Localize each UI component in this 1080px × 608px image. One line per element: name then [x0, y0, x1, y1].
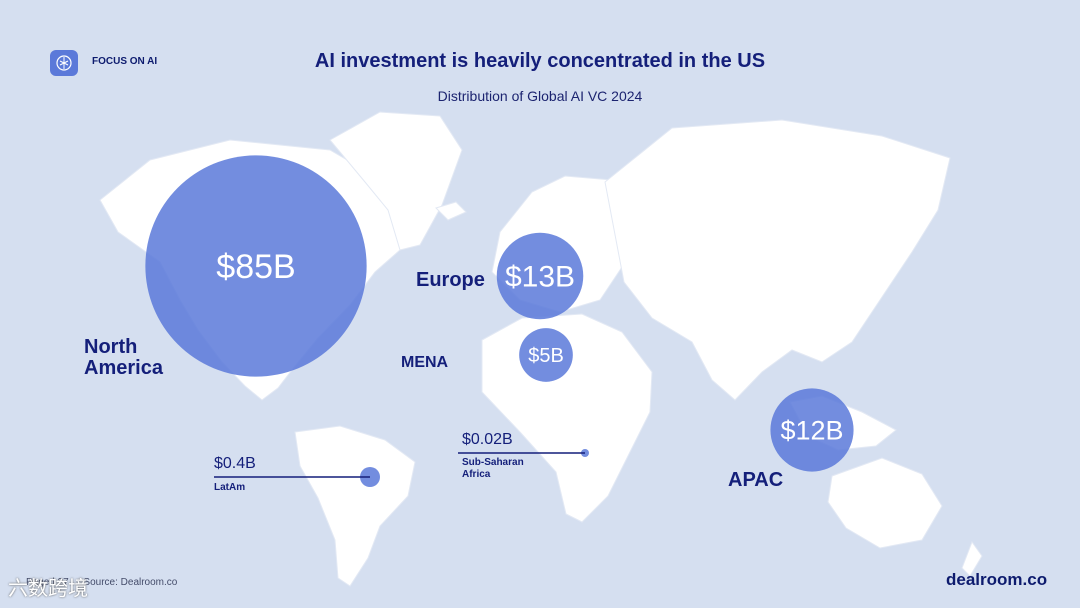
section-label: FOCUS ON AI	[92, 56, 158, 67]
label-latam: LatAm	[214, 482, 246, 493]
bubble-mena	[519, 328, 573, 382]
bubble-value-europe: $13B	[505, 261, 575, 294]
leaders-layer	[214, 452, 585, 478]
footer-text: Page | 27 Source: Dealroom.co	[26, 577, 177, 588]
bubble-apac	[770, 388, 854, 472]
section-badge	[50, 50, 78, 76]
value-sub-saharan: $0.02B	[462, 431, 513, 448]
label-apac: APAC	[728, 469, 784, 491]
new-zealand-land	[961, 540, 983, 577]
bubble-value-mena: $5B	[528, 345, 564, 367]
bubble-value-apac: $12B	[780, 415, 843, 445]
greenland-land	[329, 111, 463, 251]
bubbles-layer: $85B $13B $12B $5B	[145, 155, 854, 487]
watermark: 六数跨境	[8, 578, 88, 600]
dealroom-logo: dealroom.co	[946, 570, 1048, 589]
iceland-land	[435, 201, 467, 221]
asia-land	[604, 119, 951, 401]
value-latam: $0.4B	[214, 455, 256, 472]
label-mena: MENA	[401, 354, 449, 371]
bubble-value-north-america: $85B	[216, 248, 295, 286]
australia-land	[827, 457, 943, 549]
source-text: Source: Dealroom.co	[83, 577, 178, 588]
label-sub-saharan: Sub-Saharan Africa	[462, 457, 524, 480]
label-north-america: North America	[84, 336, 163, 379]
page-number: Page | 27	[26, 577, 69, 588]
chart-title: AI investment is heavily concentrated in…	[314, 50, 766, 72]
bubble-north-america	[145, 155, 367, 377]
brain-icon	[56, 55, 72, 71]
label-europe: Europe	[416, 269, 485, 291]
bubble-europe	[496, 232, 584, 320]
south-america-land	[294, 425, 416, 587]
chart-subtitle: Distribution of Global AI VC 2024	[437, 88, 643, 104]
